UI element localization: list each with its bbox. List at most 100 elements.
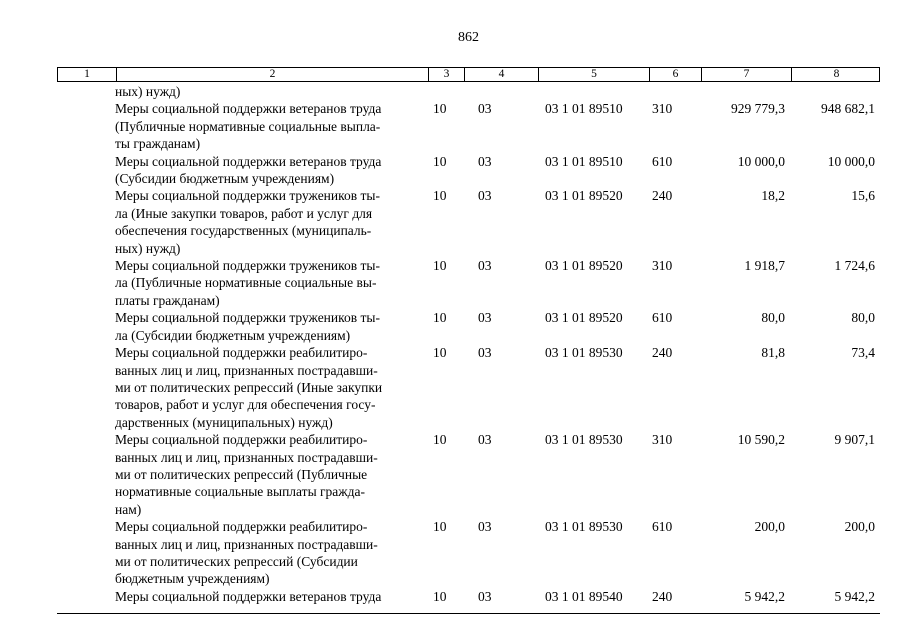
- cell-amount-fact: 10 000,0: [827, 153, 875, 169]
- table-bottom-rule: [57, 613, 880, 615]
- cell-csr: 03 1 01 89520: [545, 258, 623, 274]
- cell-csr: 03 1 01 89520: [545, 188, 623, 204]
- cell-pr: 03: [478, 258, 492, 274]
- cell-vr: 310: [652, 258, 673, 274]
- text-line: ми от политических репрессий (Субсидии: [115, 553, 358, 569]
- text-line: Меры социальной поддержки реабилитиро-: [115, 432, 368, 448]
- cell-name: ных) нужд): [115, 83, 427, 100]
- column-number: 5: [538, 68, 649, 81]
- text-line: Меры социальной поддержки тружеников ты-: [115, 188, 380, 204]
- cell-amount-fact: 15,6: [851, 188, 875, 204]
- cell-amount-plan: 10 590,2: [737, 432, 785, 448]
- cell-rz: 10: [433, 153, 447, 169]
- table-row: Меры социальной поддержки тружеников ты-…: [57, 257, 880, 309]
- cell-vr: 240: [652, 588, 673, 604]
- cell-amount-fact: 80,0: [851, 310, 875, 326]
- cell-vr: 610: [652, 153, 673, 169]
- cell-rz: 10: [433, 432, 447, 448]
- text-line: ванных лиц и лиц, признанных пострадавши…: [115, 536, 378, 552]
- cell-amount-fact: 948 682,1: [821, 101, 875, 117]
- table-row: ных) нужд): [57, 83, 880, 100]
- cell-rz: 10: [433, 345, 447, 361]
- table-row: Меры социальной поддержки реабилитиро-ва…: [57, 344, 880, 431]
- text-line: ты гражданам): [115, 136, 201, 152]
- cell-amount-plan: 1 918,7: [744, 258, 786, 274]
- column-number: 1: [84, 68, 90, 80]
- text-line: ми от политических репрессий (Иные закуп…: [115, 379, 383, 395]
- column-number: 6: [649, 68, 701, 81]
- cell-amount-fact: 73,4: [851, 345, 875, 361]
- column-number: 3: [428, 68, 464, 81]
- cell-csr: 03 1 01 89530: [545, 345, 623, 361]
- cell-pr: 03: [478, 310, 492, 326]
- cell-csr: 03 1 01 89510: [545, 101, 623, 117]
- text-line: Меры социальной поддержки ветеранов труд…: [115, 153, 382, 169]
- cell-amount-plan: 200,0: [754, 519, 785, 535]
- text-line: Меры социальной поддержки реабилитиро-: [115, 519, 368, 535]
- cell-pr: 03: [478, 345, 492, 361]
- cell-rz: 10: [433, 588, 447, 604]
- cell-amount-plan: 80,0: [761, 310, 785, 326]
- cell-vr: 310: [652, 101, 673, 117]
- cell-pr: 03: [478, 153, 492, 169]
- cell-amount-plan: 18,2: [761, 188, 785, 204]
- cell-name: Меры социальной поддержки тружеников ты-…: [115, 187, 427, 257]
- table-row: Меры социальной поддержки ветеранов труд…: [57, 153, 880, 188]
- page-number: 862: [458, 30, 479, 45]
- cell-amount-fact: 9 907,1: [834, 432, 876, 448]
- cell-rz: 10: [433, 310, 447, 326]
- text-line: Меры социальной поддержки ветеранов труд…: [115, 588, 382, 604]
- cell-vr: 310: [652, 432, 673, 448]
- text-line: дарственных (муниципальных) нужд): [115, 414, 333, 430]
- text-line: ла (Публичные нормативные социальные вы-: [115, 275, 377, 291]
- column-number: 4: [464, 68, 538, 81]
- column-number: 8: [791, 68, 881, 81]
- cell-csr: 03 1 01 89530: [545, 519, 623, 535]
- cell-amount-plan: 929 779,3: [731, 101, 785, 117]
- cell-rz: 10: [433, 101, 447, 117]
- text-line: платы гражданам): [115, 292, 220, 308]
- cell-amount-fact: 1 724,6: [834, 258, 876, 274]
- cell-name: Меры социальной поддержки тружеников ты-…: [115, 257, 427, 309]
- cell-vr: 240: [652, 188, 673, 204]
- text-line: Меры социальной поддержки тружеников ты-: [115, 310, 380, 326]
- table-body: ных) нужд) Меры социальной поддержки вете…: [57, 82, 880, 605]
- cell-amount-fact: 5 942,2: [834, 588, 876, 604]
- cell-amount-plan: 5 942,2: [744, 588, 786, 604]
- text-line: ных) нужд): [115, 240, 181, 256]
- text-line: ла (Субсидии бюджетным учреждениям): [115, 327, 351, 343]
- text-line: нормативные социальные выплаты гражда-: [115, 484, 365, 500]
- text-line: обеспечения государственных (муниципаль-: [115, 223, 372, 239]
- cell-vr: 240: [652, 345, 673, 361]
- text-line: Меры социальной поддержки тружеников ты-: [115, 258, 380, 274]
- cell-amount-fact: 200,0: [844, 519, 875, 535]
- cell-amount-plan: 81,8: [761, 345, 785, 361]
- cell-pr: 03: [478, 519, 492, 535]
- cell-csr: 03 1 01 89520: [545, 310, 623, 326]
- cell-pr: 03: [478, 588, 492, 604]
- table-row: Меры социальной поддержки тружеников ты-…: [57, 309, 880, 344]
- text-line: ванных лиц и лиц, признанных пострадавши…: [115, 362, 378, 378]
- cell-name: Меры социальной поддержки реабилитиро-ва…: [115, 431, 427, 518]
- text-line: бюджетным учреждениям): [115, 571, 270, 587]
- text-line: (Субсидии бюджетным учреждениям): [115, 171, 335, 187]
- table-row: Меры социальной поддержки тружеников ты-…: [57, 187, 880, 257]
- text-line: Меры социальной поддержки ветеранов труд…: [115, 101, 382, 117]
- text-line: нам): [115, 501, 142, 517]
- cell-name: Меры социальной поддержки реабилитиро-ва…: [115, 518, 427, 588]
- text-line: ванных лиц и лиц, признанных пострадавши…: [115, 449, 378, 465]
- text-line: товаров, работ и услуг для обеспечения г…: [115, 397, 376, 413]
- cell-csr: 03 1 01 89540: [545, 588, 623, 604]
- text-line: Меры социальной поддержки реабилитиро-: [115, 345, 368, 361]
- cell-pr: 03: [478, 432, 492, 448]
- table-row: Меры социальной поддержки ветеранов труд…: [57, 588, 880, 605]
- cell-name: Меры социальной поддержки реабилитиро-ва…: [115, 344, 427, 431]
- cell-name: Меры социальной поддержки ветеранов труд…: [115, 153, 427, 188]
- text-line: ных) нужд): [115, 84, 181, 99]
- cell-csr: 03 1 01 89530: [545, 432, 623, 448]
- column-number: 7: [701, 68, 791, 81]
- cell-pr: 03: [478, 101, 492, 117]
- cell-rz: 10: [433, 519, 447, 535]
